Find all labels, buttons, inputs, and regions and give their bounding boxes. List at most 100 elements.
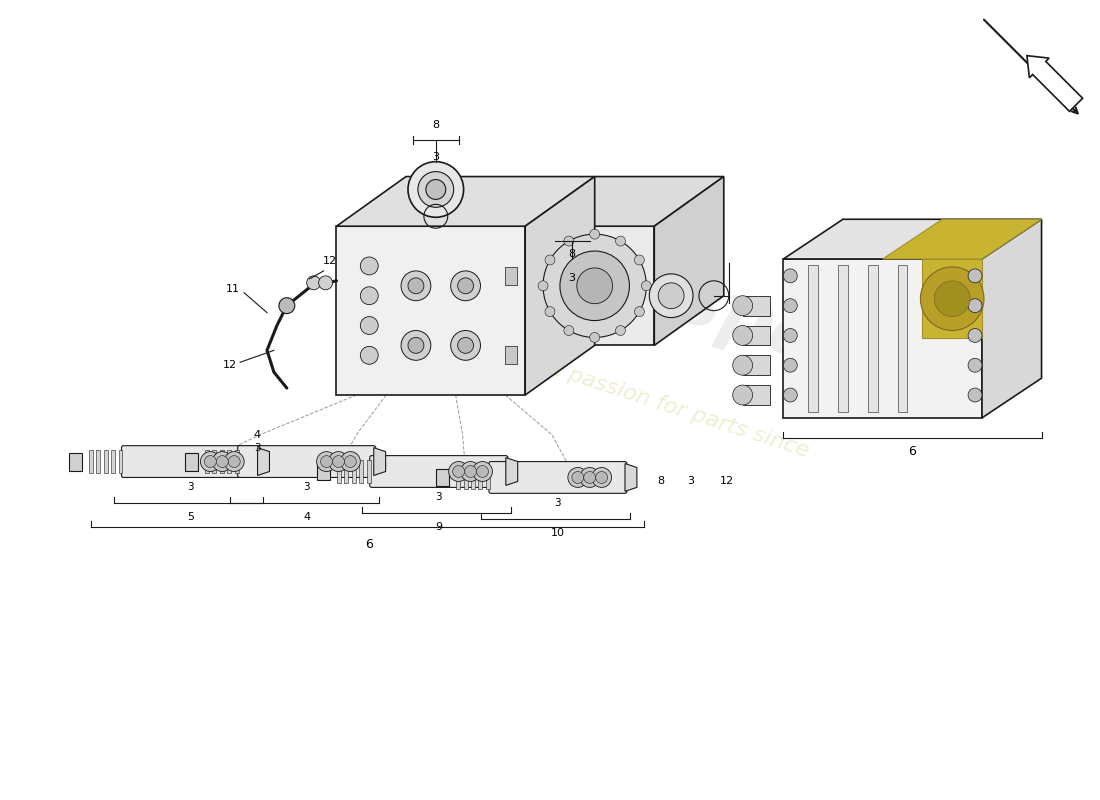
Bar — [111, 450, 116, 474]
Circle shape — [461, 462, 481, 482]
Polygon shape — [317, 462, 330, 481]
Circle shape — [200, 452, 220, 471]
Polygon shape — [506, 458, 518, 486]
Circle shape — [596, 471, 607, 483]
Circle shape — [658, 283, 684, 309]
Circle shape — [418, 171, 453, 207]
Bar — [234, 450, 239, 474]
Circle shape — [329, 452, 349, 471]
Circle shape — [968, 269, 982, 283]
Polygon shape — [1027, 56, 1082, 111]
Circle shape — [635, 306, 645, 317]
Circle shape — [783, 358, 798, 372]
Circle shape — [572, 471, 584, 483]
Bar — [337, 459, 341, 483]
Bar — [838, 265, 848, 412]
Circle shape — [590, 229, 600, 239]
Polygon shape — [257, 448, 270, 475]
FancyBboxPatch shape — [488, 462, 627, 494]
Circle shape — [317, 452, 337, 471]
Text: 5: 5 — [187, 512, 194, 522]
Polygon shape — [982, 219, 1042, 418]
FancyBboxPatch shape — [121, 446, 260, 478]
Circle shape — [592, 467, 612, 487]
Bar — [96, 450, 100, 474]
Bar — [742, 355, 770, 375]
Bar — [898, 265, 907, 412]
Circle shape — [783, 298, 798, 313]
Polygon shape — [437, 469, 449, 486]
Circle shape — [641, 281, 651, 290]
Circle shape — [320, 456, 332, 467]
Circle shape — [968, 329, 982, 342]
Text: 8: 8 — [432, 120, 439, 130]
Circle shape — [344, 456, 356, 467]
Polygon shape — [654, 177, 724, 346]
Circle shape — [934, 281, 970, 317]
Bar — [352, 459, 356, 483]
Polygon shape — [185, 453, 198, 470]
Bar — [228, 450, 231, 474]
Bar — [89, 450, 92, 474]
Text: 3: 3 — [304, 482, 310, 492]
Bar — [205, 450, 209, 474]
Circle shape — [564, 326, 574, 335]
Text: 4: 4 — [304, 512, 310, 522]
Circle shape — [733, 355, 752, 375]
Text: 4: 4 — [253, 430, 261, 440]
Bar — [742, 385, 770, 405]
Circle shape — [568, 467, 587, 487]
Polygon shape — [525, 177, 595, 395]
Circle shape — [458, 278, 473, 294]
Text: eurospares: eurospares — [483, 202, 955, 419]
Bar — [344, 459, 349, 483]
Circle shape — [733, 326, 752, 346]
Circle shape — [921, 267, 984, 330]
Circle shape — [649, 274, 693, 318]
Circle shape — [279, 298, 295, 314]
Circle shape — [205, 456, 217, 467]
Text: 12: 12 — [322, 256, 337, 266]
Text: 6: 6 — [909, 445, 916, 458]
Polygon shape — [69, 453, 81, 470]
Circle shape — [451, 330, 481, 360]
FancyBboxPatch shape — [238, 446, 376, 478]
Text: 10: 10 — [551, 528, 565, 538]
Circle shape — [212, 452, 232, 471]
Circle shape — [224, 452, 244, 471]
Bar — [212, 450, 217, 474]
Text: 3: 3 — [187, 482, 194, 492]
Circle shape — [464, 466, 476, 478]
Bar — [808, 265, 818, 412]
Circle shape — [217, 456, 229, 467]
Circle shape — [635, 255, 645, 265]
Circle shape — [319, 276, 332, 290]
Text: 9: 9 — [436, 522, 442, 532]
Circle shape — [449, 462, 469, 482]
Circle shape — [584, 471, 596, 483]
Polygon shape — [783, 259, 982, 418]
Circle shape — [361, 257, 378, 275]
Circle shape — [783, 329, 798, 342]
Polygon shape — [374, 448, 386, 475]
Circle shape — [402, 330, 431, 360]
Circle shape — [408, 278, 424, 294]
Circle shape — [968, 358, 982, 372]
Circle shape — [361, 317, 378, 334]
Circle shape — [543, 234, 647, 338]
Bar — [505, 346, 517, 364]
Circle shape — [458, 338, 473, 354]
Bar — [456, 466, 460, 490]
Text: 12: 12 — [223, 360, 238, 370]
Bar — [505, 267, 517, 285]
Text: 11: 11 — [227, 284, 240, 294]
Circle shape — [361, 346, 378, 364]
Circle shape — [451, 271, 481, 301]
Bar — [742, 326, 770, 346]
Circle shape — [616, 236, 626, 246]
Polygon shape — [337, 226, 525, 395]
Circle shape — [580, 467, 600, 487]
Bar — [119, 450, 122, 474]
Circle shape — [544, 255, 554, 265]
Bar — [360, 459, 363, 483]
